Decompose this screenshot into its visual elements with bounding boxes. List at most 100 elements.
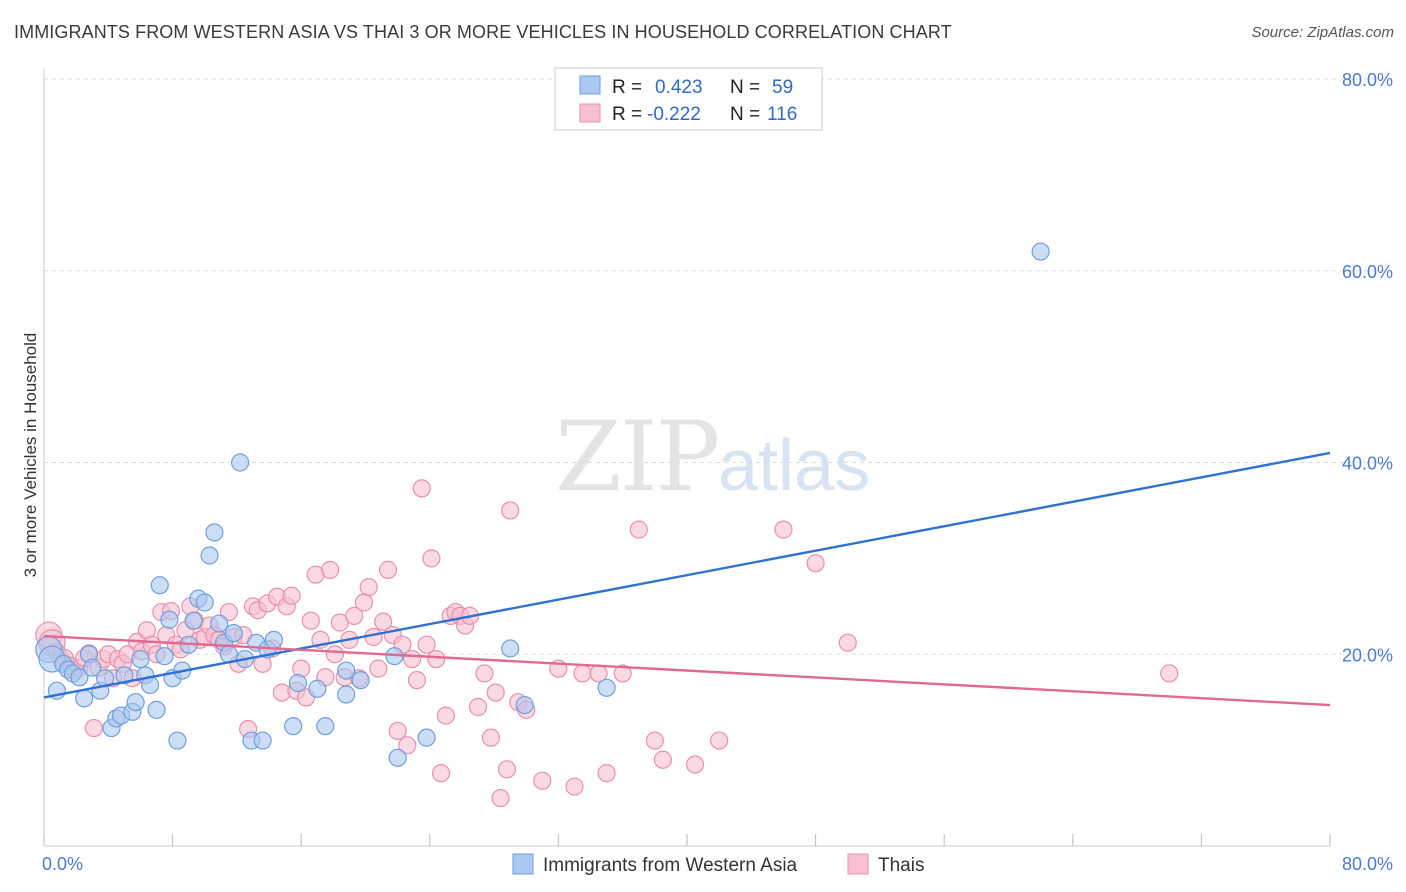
point-western-asia	[501, 639, 520, 658]
point-thais	[501, 501, 520, 520]
point-thais	[417, 635, 436, 654]
point-thais	[388, 721, 407, 741]
point-thais	[84, 718, 103, 738]
point-thais	[345, 606, 364, 626]
point-thais	[481, 728, 500, 747]
point-thais	[653, 750, 672, 769]
y-tick-label: 20.0%	[1342, 645, 1393, 665]
y-tick-labels: 20.0% 40.0% 60.0% 80.0%	[1342, 70, 1393, 665]
point-western-asia	[284, 717, 303, 736]
legend-r-label-2: R =	[612, 104, 642, 125]
trend-line-thais	[43, 634, 1331, 707]
legend-n-label-2: N =	[730, 104, 760, 125]
point-thais	[645, 731, 664, 750]
point-western-asia	[337, 685, 356, 704]
legend-n-label-1: N =	[730, 77, 760, 98]
point-thais	[491, 788, 510, 808]
x-tick-label-min: 0.0%	[42, 854, 83, 874]
point-thais	[398, 736, 417, 755]
point-western-asia	[224, 624, 243, 643]
point-thais	[282, 586, 301, 605]
point-thais	[774, 520, 793, 539]
point-western-asia	[184, 611, 203, 630]
point-western-asia	[253, 731, 272, 750]
point-thais	[321, 560, 340, 579]
source-label: Source: ZipAtlas.com	[1251, 24, 1394, 41]
point-thais	[354, 593, 373, 612]
point-thais	[407, 671, 427, 690]
point-western-asia	[351, 671, 370, 690]
point-western-asia	[597, 678, 616, 697]
y-tick-label: 80.0%	[1342, 70, 1393, 90]
point-thais	[685, 755, 705, 774]
point-thais	[468, 697, 488, 717]
point-thais	[573, 664, 592, 683]
point-thais	[403, 649, 422, 669]
point-western-asia	[168, 731, 187, 750]
legend-n-value-1: 59	[772, 77, 793, 98]
point-western-asia	[195, 593, 214, 612]
point-thais	[359, 578, 378, 597]
trend-line-western-asia	[43, 451, 1331, 699]
bottom-legend-label-2: Thais	[878, 855, 924, 876]
legend-swatch-series1	[579, 75, 601, 95]
legend-r-label-1: R =	[612, 77, 642, 98]
y-tick-label: 60.0%	[1342, 262, 1393, 282]
bottom-legend-swatch-2	[847, 853, 869, 875]
point-western-asia	[83, 658, 102, 677]
point-western-asia	[70, 668, 89, 687]
axes	[43, 68, 1331, 847]
point-western-asia	[200, 546, 219, 565]
bottom-legend-swatch-1	[512, 853, 534, 875]
point-western-asia	[160, 610, 179, 629]
point-thais	[838, 633, 857, 652]
point-thais	[597, 764, 616, 783]
legend-swatch-series2	[579, 103, 601, 123]
point-thais	[533, 771, 552, 790]
point-western-asia	[264, 630, 283, 649]
watermark-atlas: atlas	[718, 426, 870, 506]
point-thais	[710, 731, 729, 750]
point-western-asia	[1031, 242, 1050, 261]
point-thais	[325, 645, 345, 664]
point-western-asia	[147, 700, 166, 719]
point-thais	[475, 664, 494, 683]
point-thais	[565, 777, 584, 796]
point-thais	[1160, 664, 1179, 683]
point-thais	[497, 760, 517, 779]
point-thais	[436, 706, 455, 725]
point-western-asia	[150, 576, 169, 595]
point-western-asia	[210, 614, 229, 633]
point-thais	[613, 664, 632, 683]
point-western-asia	[205, 523, 224, 542]
chart-title: IMMIGRANTS FROM WESTERN ASIA VS THAI 3 O…	[14, 22, 952, 42]
point-western-asia	[388, 748, 407, 767]
point-western-asia	[337, 661, 356, 680]
point-thais	[806, 554, 825, 573]
point-western-asia	[316, 717, 335, 736]
point-western-asia	[417, 728, 436, 747]
data-points	[35, 242, 1179, 808]
point-western-asia	[155, 647, 174, 666]
point-western-asia	[115, 666, 134, 685]
point-thais	[412, 479, 431, 498]
y-axis-label: 3 or more Vehicles in Household	[21, 333, 40, 578]
x-tick-label-max: 80.0%	[1342, 854, 1393, 874]
trend-lines	[43, 451, 1331, 707]
legend-r-value-2: -0.222	[647, 104, 701, 125]
point-western-asia	[308, 679, 327, 698]
legend-n-value-2: 116	[767, 104, 797, 125]
point-thais	[486, 683, 505, 702]
bottom-legend: Immigrants from Western Asia Thais	[512, 853, 924, 876]
point-thais	[427, 649, 446, 669]
point-western-asia	[75, 689, 94, 708]
point-thais	[422, 549, 441, 568]
point-western-asia	[231, 453, 250, 472]
legend-box: R = 0.423 N = 59 R = -0.222 N = 116	[554, 67, 823, 131]
legend-r-value-1: 0.423	[655, 77, 703, 98]
point-thais	[374, 612, 393, 631]
watermark-zip: ZIP	[555, 401, 718, 513]
point-western-asia	[131, 649, 150, 669]
point-western-asia	[126, 693, 145, 712]
